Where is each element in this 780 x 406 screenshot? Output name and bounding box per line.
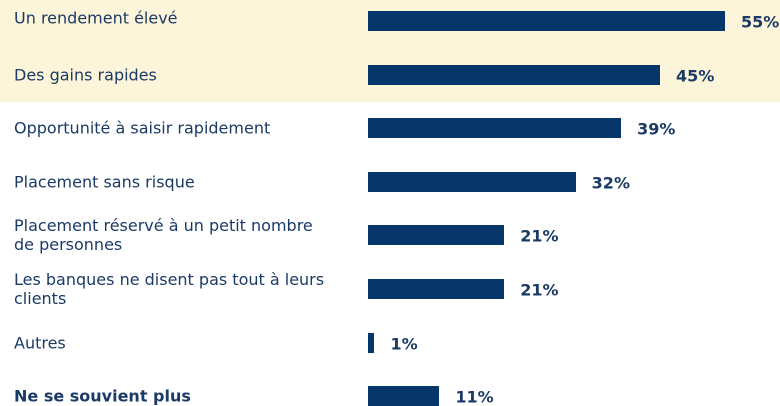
bar bbox=[368, 171, 576, 192]
category-label: Autres bbox=[14, 333, 66, 353]
value-label: 45% bbox=[676, 66, 715, 86]
bar bbox=[368, 386, 440, 406]
value-label: 21% bbox=[520, 280, 559, 300]
category-label: Les banques ne disent pas tout à leurs c… bbox=[14, 270, 325, 308]
category-label: Placement sans risque bbox=[14, 172, 195, 192]
category-label: Un rendement élevé bbox=[14, 8, 178, 28]
category-label: Des gains rapides bbox=[14, 65, 157, 85]
bar bbox=[368, 11, 725, 31]
bar bbox=[368, 64, 661, 85]
value-label: 55% bbox=[740, 12, 780, 32]
category-label: Opportunité à saisir rapidement bbox=[14, 118, 271, 138]
value-label: 32% bbox=[591, 173, 630, 193]
value-label: 11% bbox=[455, 387, 494, 406]
bar bbox=[368, 118, 622, 139]
value-label: 39% bbox=[637, 119, 676, 139]
bar bbox=[368, 225, 505, 246]
category-label: Placement réservé à un petit nombre de p… bbox=[14, 216, 313, 255]
bar bbox=[368, 332, 375, 353]
category-label: Ne se souvient plus bbox=[14, 386, 191, 406]
value-label: 1% bbox=[390, 334, 418, 354]
value-label: 21% bbox=[520, 226, 559, 246]
bar bbox=[368, 279, 505, 299]
